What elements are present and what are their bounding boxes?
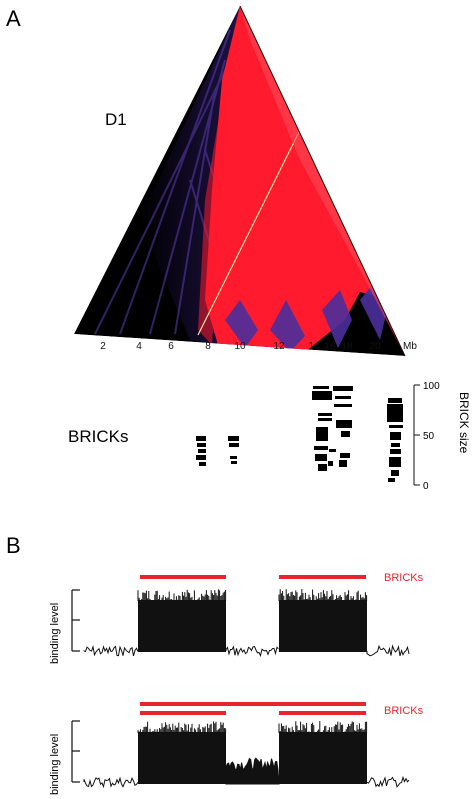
brick-bar: [318, 413, 332, 416]
brick-bar: [229, 443, 239, 447]
x-axis-ticks: 2 4 6 8 10 12 14 16 18 20 Mb: [100, 341, 417, 352]
x-tick-label: 10: [234, 341, 246, 352]
brick-bar: [336, 420, 352, 428]
binding-peak-trace: [137, 721, 227, 733]
size-tick-label: 100: [423, 381, 440, 392]
bricks-label: BRICKs: [68, 427, 128, 446]
x-tick-label: 12: [273, 341, 285, 352]
binding-peak-trace: [137, 589, 227, 601]
brick-bar: [390, 449, 401, 454]
brick-bar: [340, 453, 350, 458]
brick-bar: [198, 449, 206, 453]
size-axis-label: BRICK size: [457, 392, 471, 454]
brick-bar: [391, 443, 400, 447]
binding-noise-trace: [83, 775, 410, 789]
bricks-legend-label: BRICKs: [384, 705, 424, 717]
x-tick-label: 14: [308, 341, 320, 352]
x-tick-label: 20: [369, 341, 381, 352]
brick-bar: [389, 425, 403, 428]
brick-bar: [199, 462, 206, 466]
brick-bar: [390, 432, 401, 440]
brick-bar: [318, 418, 332, 421]
brick-bar: [312, 391, 332, 400]
x-axis-unit: Mb: [403, 341, 417, 352]
x-tick-label: 2: [100, 341, 106, 352]
binding-plot-top: BRICKs binding level: [49, 572, 424, 664]
brick-bar: [389, 457, 401, 467]
brick-bar: [334, 404, 352, 407]
heatmap-label: D1: [105, 110, 127, 129]
brick-bar: [230, 456, 237, 459]
binding-block: [279, 600, 367, 652]
x-tick-label: 8: [205, 341, 211, 352]
brick-bar: [318, 464, 327, 471]
binding-block: [138, 600, 226, 652]
x-tick-label: 16: [324, 341, 336, 352]
brick-bar: [387, 404, 403, 422]
binding-noise-trace: [83, 644, 410, 658]
brick-bar: [388, 398, 402, 403]
x-tick-label: 18: [341, 341, 353, 352]
binding-peak-trace: [278, 589, 368, 601]
brick-bar: [228, 436, 239, 441]
binding-level-label: binding level: [49, 603, 61, 664]
binding-plot-bottom: BRICKs binding level: [49, 702, 424, 795]
brick-bar: [388, 478, 395, 482]
heatmap-red-region: [205, 6, 405, 356]
brick-bars: [196, 386, 403, 482]
brick-bar: [316, 427, 328, 441]
binding-mid-trace: [225, 757, 280, 785]
brick-bar: [313, 386, 329, 389]
brick-bar: [314, 446, 328, 450]
size-tick-label: 50: [423, 431, 435, 442]
binding-peak-trace: [278, 721, 368, 733]
brick-bar: [196, 436, 206, 441]
panel-b-label: B: [6, 533, 21, 558]
x-tick-label: 4: [136, 341, 142, 352]
size-tick-label: 0: [423, 481, 429, 492]
binding-block: [138, 732, 226, 784]
brick-bar: [231, 461, 237, 464]
brick-bar: [391, 470, 399, 476]
brick-bar: [341, 431, 350, 437]
heatmap-diagonal-line: [197, 129, 301, 336]
binding-level-label: binding level: [49, 734, 61, 795]
panel-a-label: A: [6, 6, 21, 31]
brick-bar: [328, 461, 333, 466]
brick-bar: [333, 386, 353, 391]
brick-bar: [196, 455, 206, 460]
brick-size-axis: 100 50 0 BRICK size: [413, 381, 471, 492]
brick-bar: [315, 454, 327, 461]
brick-bar: [335, 396, 351, 399]
brick-bar: [197, 443, 206, 447]
brick-bar: [329, 449, 336, 452]
binding-block: [279, 732, 367, 784]
x-tick-label: 6: [168, 341, 174, 352]
hic-heatmap-triangle: [74, 5, 406, 357]
brick-bar: [339, 460, 347, 467]
bricks-legend-label: BRICKs: [384, 572, 424, 584]
